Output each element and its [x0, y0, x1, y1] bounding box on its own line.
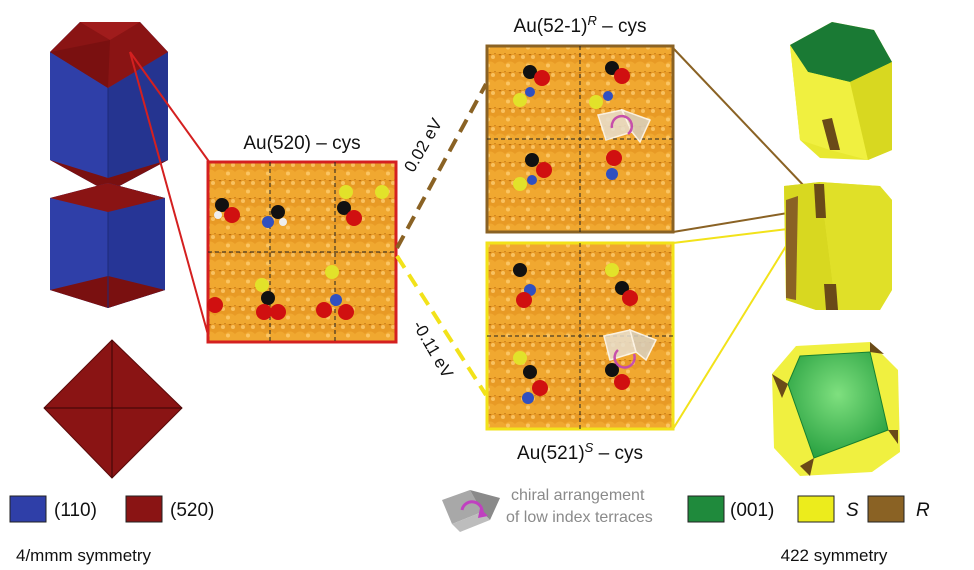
panel-au521-R: [485, 44, 675, 234]
polyhedron-520-perspective: [50, 22, 168, 192]
legend-left: (110) (520) 4/mmm symmetry: [9, 495, 214, 565]
title-au521-S: Au(521)S – cys: [517, 440, 643, 465]
connector-520: [129, 51, 211, 343]
chiral-legend-line2: of low index terraces: [506, 509, 653, 526]
legend-label-001: (001): [730, 500, 774, 521]
legend-swatch-110: [9, 495, 47, 523]
cysteine-molecules-R: [513, 61, 630, 191]
chiral-icon-R: [597, 108, 652, 144]
chiral-icon-S: [603, 328, 658, 369]
panel-au520: [206, 160, 398, 344]
polyhedron-520-side: [50, 183, 165, 308]
polyhedron-422-perspective: [790, 22, 892, 160]
chiral-legend-line1: chiral arrangement: [511, 487, 645, 504]
legend-label-S: S: [846, 500, 859, 521]
legend-label-R: R: [916, 500, 930, 521]
connector-R-S: [672, 47, 807, 430]
legend-right: chiral arrangement of low index terraces…: [442, 487, 930, 565]
energy-connectors: [395, 83, 488, 397]
legend-swatch-001: [687, 495, 725, 523]
legend-swatch-520: [125, 495, 163, 523]
polyhedron-422-side: [784, 182, 892, 310]
polyhedron-422-top: [772, 342, 900, 476]
symmetry-left: 4/mmm symmetry: [16, 546, 152, 565]
chiral-legend-icon: [442, 490, 500, 532]
title-au521-R: Au(52-1)R – cys: [514, 13, 647, 38]
panel-au521-S: [485, 241, 675, 431]
polyhedron-520-top: [43, 339, 183, 479]
cysteine-molecules: [207, 185, 389, 320]
cysteine-molecules-S: [513, 263, 638, 404]
symmetry-right: 422 symmetry: [781, 546, 888, 565]
title-au520: Au(520) – cys: [243, 133, 360, 154]
energy-label-lower: -0.11 eV: [409, 317, 457, 382]
legend-label-110: (110): [54, 500, 97, 521]
legend-swatch-R: [867, 495, 905, 523]
legend-label-520: (520): [170, 500, 214, 521]
legend-swatch-S: [797, 495, 835, 523]
